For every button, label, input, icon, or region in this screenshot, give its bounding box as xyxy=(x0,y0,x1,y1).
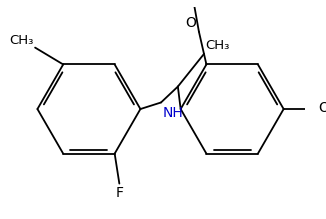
Text: O: O xyxy=(318,101,326,115)
Text: CH₃: CH₃ xyxy=(9,34,33,47)
Text: O: O xyxy=(185,16,196,30)
Text: NH: NH xyxy=(163,106,184,120)
Text: F: F xyxy=(115,186,123,200)
Text: CH₃: CH₃ xyxy=(205,39,230,52)
